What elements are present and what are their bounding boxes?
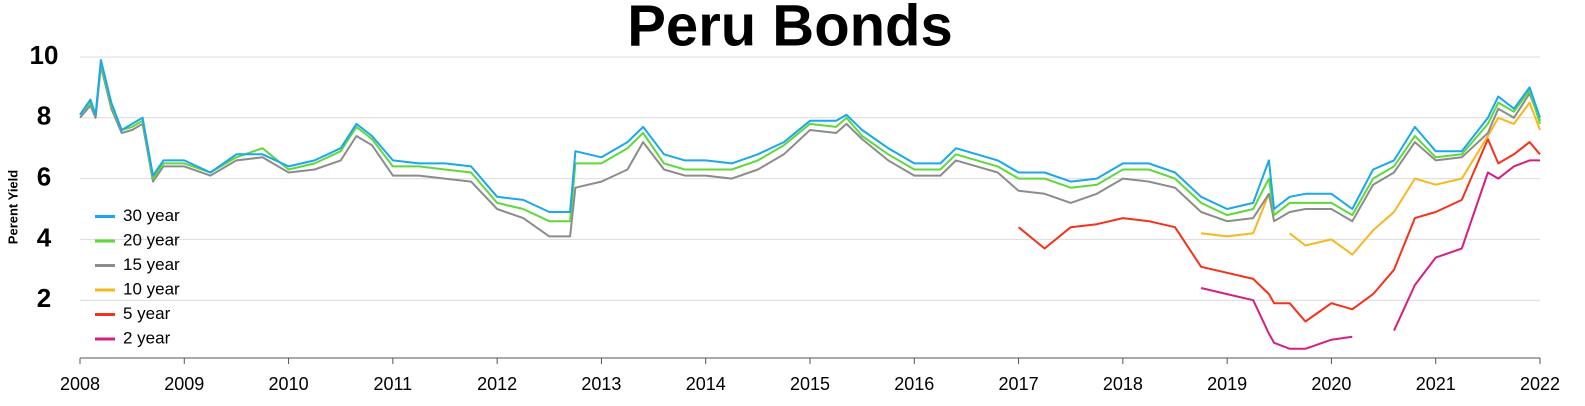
y-axis-label: Perent Yield <box>5 170 20 244</box>
x-tick-label: 2011 <box>373 374 412 394</box>
legend-label: 30 year <box>123 206 180 225</box>
chart-title: Peru Bonds <box>627 0 953 58</box>
legend-label: 5 year <box>123 304 171 323</box>
series-line <box>79 65 1541 238</box>
legend-label: 15 year <box>123 255 180 274</box>
x-tick-label: 2010 <box>269 374 309 394</box>
series-line <box>1200 101 1541 256</box>
legend-label: 2 year <box>123 328 171 347</box>
x-tick-label: 2014 <box>686 374 726 394</box>
series-line <box>79 59 1541 213</box>
x-tick-label: 2008 <box>60 374 100 394</box>
y-tick-label: 8 <box>37 101 51 131</box>
x-tick-label: 2019 <box>1207 374 1247 394</box>
legend-label: 10 year <box>123 279 180 298</box>
x-tick-label: 2017 <box>999 374 1039 394</box>
x-tick-label: 2015 <box>790 374 830 394</box>
series-line <box>79 62 1541 223</box>
x-tick-label: 2013 <box>581 374 621 394</box>
y-tick-label: 4 <box>37 222 52 252</box>
x-tick-label: 2016 <box>894 374 934 394</box>
x-tick-label: 2022 <box>1520 374 1560 394</box>
x-tick-label: 2012 <box>477 374 517 394</box>
x-tick-label: 2018 <box>1103 374 1143 394</box>
x-tick-label: 2020 <box>1311 374 1351 394</box>
series-line <box>1017 138 1541 323</box>
x-tick-label: 2009 <box>164 374 204 394</box>
series-line <box>1200 159 1540 350</box>
x-tick-label: 2021 <box>1416 374 1456 394</box>
y-tick-label: 2 <box>37 283 51 313</box>
legend-label: 20 year <box>123 230 180 249</box>
y-tick-label: 10 <box>30 40 59 70</box>
y-tick-label: 6 <box>37 161 51 191</box>
